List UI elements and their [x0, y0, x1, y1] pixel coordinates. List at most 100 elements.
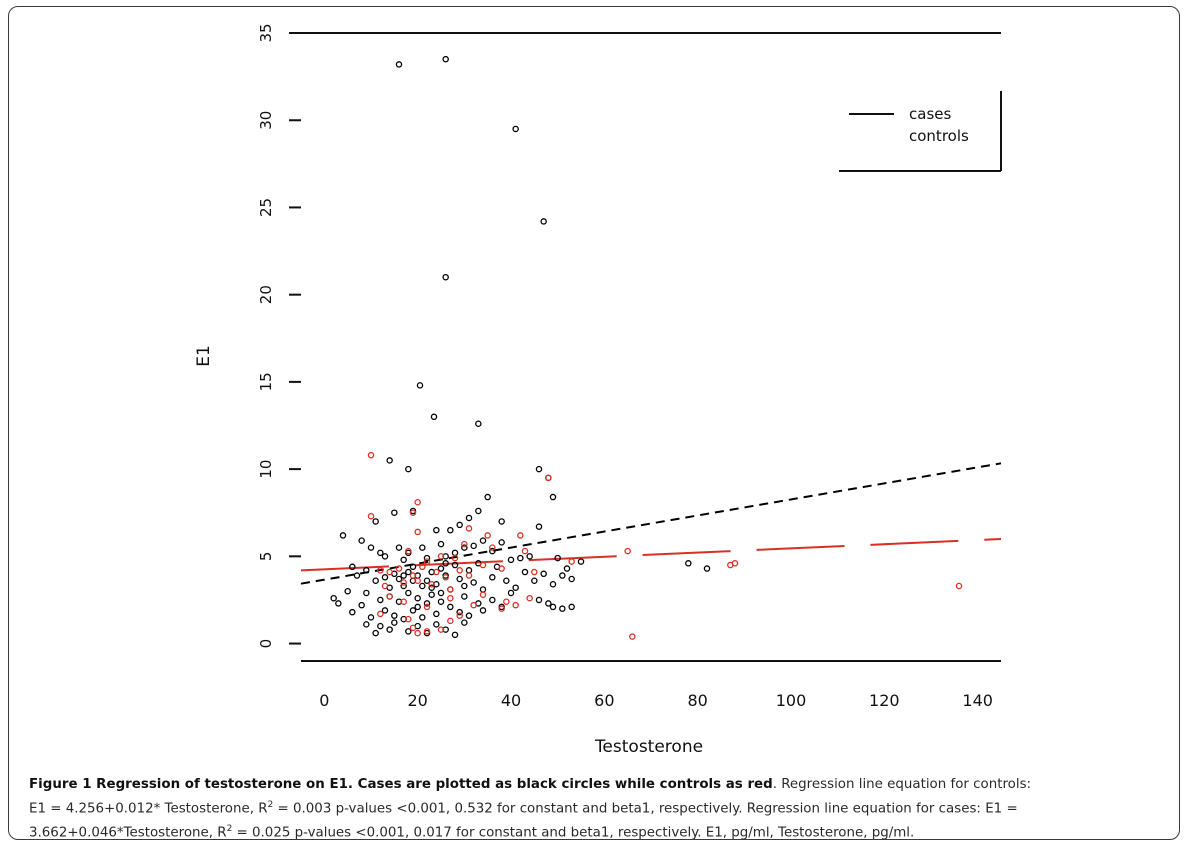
point-cases: [419, 614, 426, 621]
y-tick-label: 15: [257, 372, 275, 391]
caption-line3a: 3.662+0.046*Testosterone, R: [29, 825, 227, 840]
point-cases: [442, 273, 449, 281]
point-cases: [433, 526, 440, 534]
caption-line3b: = 0.025 p-values <0.001, 0.017 for const…: [232, 825, 915, 840]
point-cases: [437, 598, 445, 605]
caption-line2a: E1 = 4.256+0.012* Testosterone, R: [29, 801, 268, 817]
point-controls: [409, 624, 417, 632]
point-cases: [456, 521, 463, 529]
x-tick-label: 0: [319, 691, 329, 710]
point-cases: [391, 612, 398, 619]
point-cases: [395, 544, 403, 551]
point-cases: [433, 621, 440, 628]
point-controls: [461, 540, 468, 548]
point-controls: [400, 579, 407, 586]
point-cases: [465, 514, 473, 522]
caption-bold: Figure 1 Regression of testosterone on E…: [29, 777, 773, 792]
point-cases: [349, 563, 356, 571]
point-cases: [563, 565, 571, 572]
y-tick-label: 25: [257, 198, 275, 217]
point-cases: [535, 523, 543, 530]
point-controls: [447, 594, 454, 602]
point-cases: [521, 568, 529, 576]
point-controls: [377, 610, 384, 618]
point-controls: [428, 580, 435, 588]
point-controls: [456, 612, 463, 619]
point-controls: [423, 603, 431, 611]
point-controls: [731, 560, 739, 567]
point-controls: [531, 568, 538, 576]
point-cases: [423, 554, 431, 562]
point-cases: [475, 420, 482, 428]
point-controls: [423, 558, 431, 565]
point-cases: [461, 619, 468, 626]
point-cases: [540, 570, 547, 578]
point-cases: [461, 544, 468, 551]
point-cases: [685, 560, 692, 567]
point-controls: [437, 626, 445, 633]
caption-sup: 2: [267, 800, 274, 810]
point-cases: [447, 603, 454, 611]
point-cases: [456, 608, 463, 616]
point-cases: [470, 542, 477, 550]
point-cases: [372, 518, 379, 525]
x-tick-label: 120: [869, 691, 900, 710]
point-cases: [358, 601, 365, 609]
point-cases: [367, 614, 375, 621]
point-cases: [703, 565, 711, 572]
point-controls: [465, 572, 473, 579]
point-cases: [400, 556, 407, 564]
point-controls: [377, 567, 384, 574]
point-controls: [405, 547, 412, 555]
y-tick-label: 5: [257, 552, 275, 562]
point-cases: [549, 580, 557, 588]
point-controls: [517, 532, 524, 539]
data-points: [330, 55, 963, 640]
caption-line1: . Regression line equation for controls:: [772, 777, 1032, 792]
point-cases: [409, 563, 417, 571]
point-cases: [437, 540, 445, 548]
point-controls: [503, 598, 510, 605]
point-cases: [545, 600, 552, 607]
caption-sup: 2: [226, 824, 233, 835]
x-tick-label: 80: [687, 691, 707, 710]
point-cases: [568, 603, 575, 611]
point-cases: [377, 549, 384, 557]
point-controls: [442, 574, 449, 581]
point-cases: [367, 544, 375, 551]
point-cases: [358, 537, 365, 544]
y-tick-label: 30: [257, 111, 275, 130]
point-cases: [428, 591, 435, 598]
point-cases: [475, 507, 482, 515]
point-cases: [353, 572, 361, 579]
point-cases: [461, 582, 468, 590]
point-cases: [414, 594, 421, 602]
point-controls: [414, 499, 421, 506]
point-cases: [507, 556, 515, 564]
point-cases: [381, 553, 389, 560]
x-tick-label: 40: [501, 691, 521, 710]
point-controls: [414, 528, 421, 536]
point-controls: [395, 565, 403, 572]
point-controls: [386, 568, 393, 576]
point-cases: [330, 594, 337, 602]
point-cases: [381, 607, 389, 614]
point-cases: [535, 596, 543, 604]
point-controls: [386, 593, 393, 600]
point-cases: [484, 493, 491, 501]
point-cases: [363, 621, 370, 628]
figure-caption: Figure 1 Regression of testosterone on E…: [29, 775, 1177, 840]
point-cases: [470, 579, 477, 586]
point-cases: [381, 574, 389, 581]
point-cases: [442, 560, 449, 567]
point-cases: [517, 554, 524, 562]
point-controls: [955, 582, 963, 590]
scatter-plot: 0 5 10 15 20 25 30 35 0 20 40 60 80 100 120 140 cases co…: [194, 23, 1002, 757]
point-cases: [479, 537, 487, 544]
point-cases: [419, 582, 426, 590]
point-cases: [400, 582, 407, 590]
legend-label-cases: cases: [909, 105, 951, 123]
x-tick-label: 140: [962, 691, 993, 710]
point-controls: [447, 586, 454, 593]
point-controls: [479, 591, 487, 598]
